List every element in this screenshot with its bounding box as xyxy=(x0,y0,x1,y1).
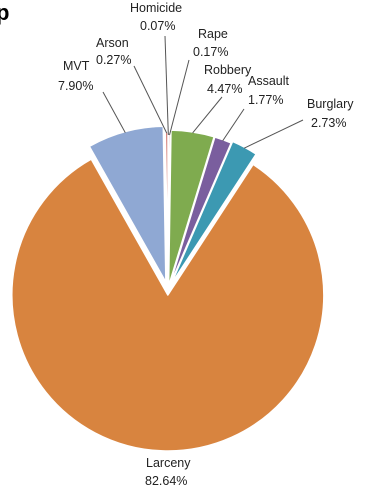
label-burglary-name: Burglary xyxy=(307,97,354,111)
slice-burglary xyxy=(170,140,257,286)
label-larceny: Larceny 82.64% xyxy=(145,456,191,488)
leader-line-homicide xyxy=(164,35,169,136)
label-burglary-value: 2.73% xyxy=(311,116,346,130)
label-burglary: Burglary 2.73% xyxy=(307,97,354,130)
label-rape-name: Rape xyxy=(198,27,228,41)
leader-lines xyxy=(102,35,304,149)
label-mvt-name: MVT xyxy=(63,59,90,73)
leader-line-assault xyxy=(222,108,245,141)
label-robbery-name: Robbery xyxy=(204,63,252,77)
label-homicide: Homicide 0.07% xyxy=(130,1,182,33)
label-rape-value: 0.17% xyxy=(193,45,228,59)
label-assault: Assault 1.77% xyxy=(248,74,290,107)
chart-title: p xyxy=(0,0,9,25)
label-arson: Arson 0.27% xyxy=(96,36,131,67)
label-larceny-value: 82.64% xyxy=(145,474,187,488)
label-homicide-name: Homicide xyxy=(130,1,182,15)
label-larceny-name: Larceny xyxy=(146,456,191,470)
label-rape: Rape 0.17% xyxy=(193,27,228,59)
leader-line-burglary xyxy=(243,119,304,149)
label-homicide-value: 0.07% xyxy=(140,19,175,33)
slices xyxy=(11,125,325,452)
leader-line-arson xyxy=(133,65,168,134)
label-mvt-value: 7.90% xyxy=(58,79,93,93)
label-arson-name: Arson xyxy=(96,36,129,50)
slice-larceny xyxy=(11,158,325,452)
leader-line-mvt xyxy=(102,91,126,133)
label-assault-value: 1.77% xyxy=(248,93,283,107)
label-robbery-value: 4.47% xyxy=(207,82,242,96)
label-robbery: Robbery 4.47% xyxy=(204,63,252,96)
leader-line-rape xyxy=(169,59,190,136)
label-mvt: MVT 7.90% xyxy=(58,59,93,93)
leader-line-robbery xyxy=(192,96,223,134)
label-arson-value: 0.27% xyxy=(96,53,131,67)
label-assault-name: Assault xyxy=(248,74,290,88)
